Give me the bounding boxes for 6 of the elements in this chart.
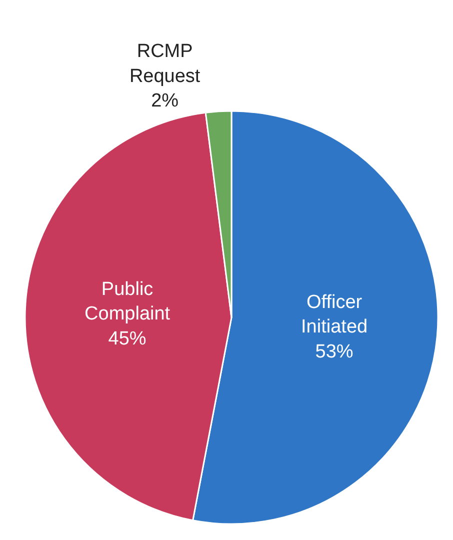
data-label: 53% (315, 341, 354, 362)
data-label: 45% (108, 328, 146, 350)
data-label: 2% (151, 90, 179, 112)
slice-label: RCMP Request (129, 41, 201, 87)
slice-label: Officer Initiated (301, 292, 368, 338)
slice-label: Public Complaint (84, 279, 171, 325)
